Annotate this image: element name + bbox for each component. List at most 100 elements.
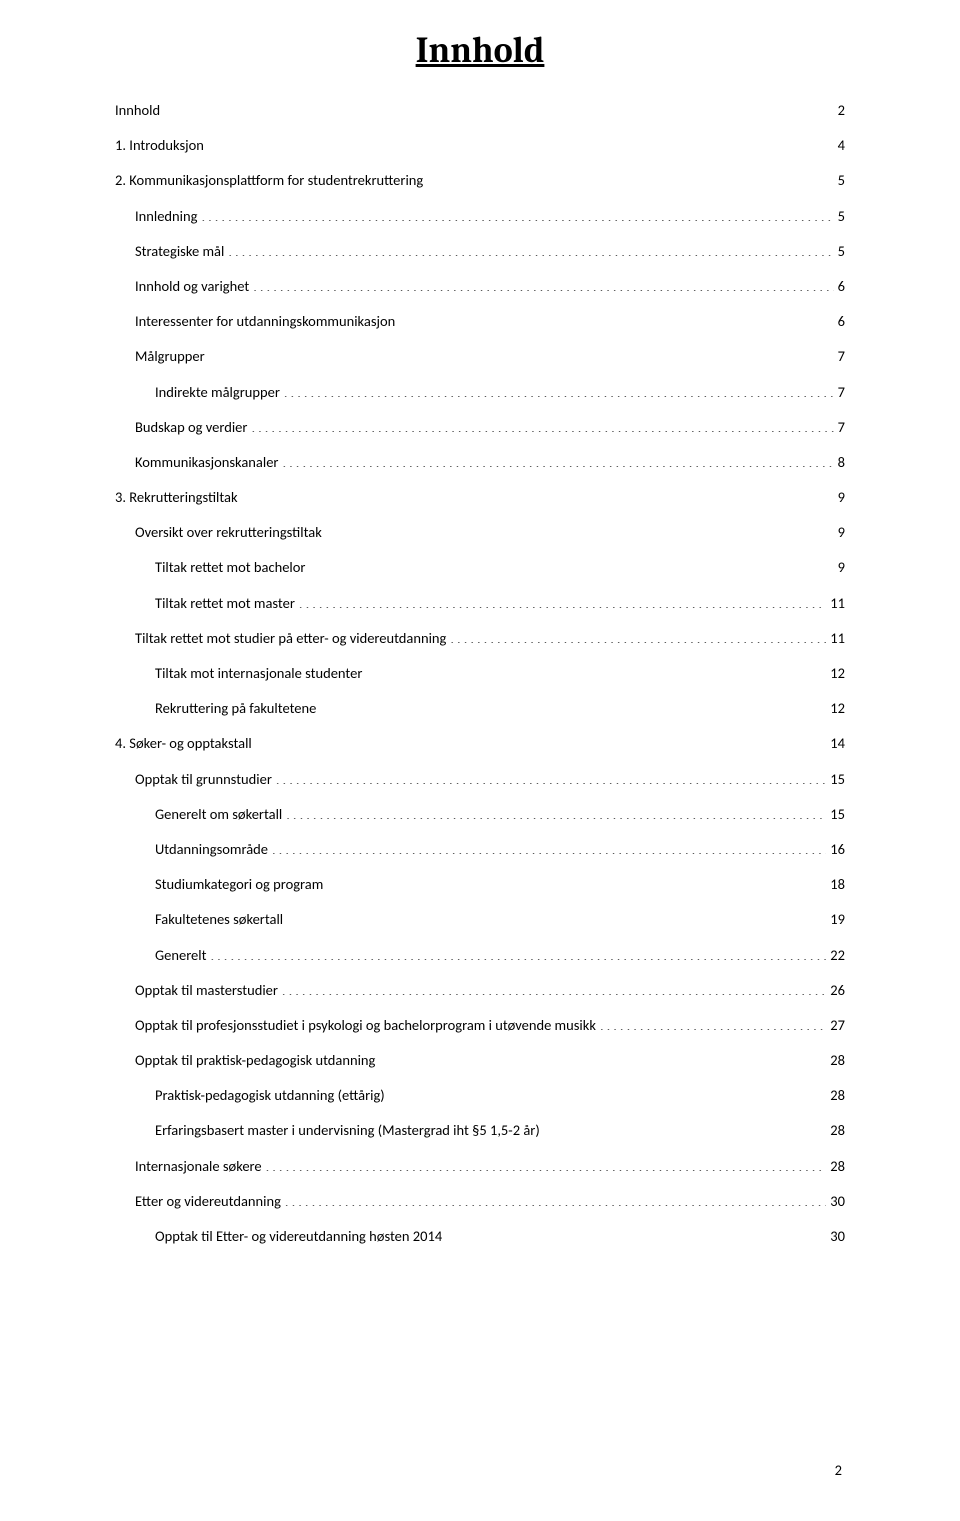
toc-entry-page: 2 [838,99,845,122]
toc-leader-dots [164,101,834,116]
toc-entry-label: Tiltak rettet mot master [155,592,295,615]
toc-leader-dots [282,452,833,467]
toc-entry-page: 28 [830,1084,845,1107]
toc-leader-dots [285,1191,826,1206]
toc-entry-page: 16 [830,838,845,861]
toc-leader-dots [286,804,826,819]
toc-leader-dots [427,171,833,186]
toc-row[interactable]: Tiltak rettet mot studier på etter- og v… [115,627,845,650]
toc-entry-page: 6 [838,275,845,298]
toc-leader-dots [379,1051,826,1066]
toc-row[interactable]: 3. Rekrutteringstiltak 9 [115,486,845,509]
toc-row[interactable]: Tiltak mot internasjonale studenter 12 [115,662,845,685]
toc-entry-page: 8 [838,451,845,474]
toc-entry-label: Opptak til grunnstudier [135,768,272,791]
toc-entry-label: Oversikt over rekrutteringstiltak [135,521,322,544]
toc-leader-dots [242,488,834,503]
toc-row[interactable]: Studiumkategori og program 18 [115,873,845,896]
toc-row[interactable]: Erfaringsbasert master i undervisning (M… [115,1119,845,1142]
toc-leader-dots [209,347,834,362]
toc-leader-dots [284,382,834,397]
toc-row[interactable]: Indirekte målgrupper 7 [115,381,845,404]
toc-entry-label: Utdanningsområde [155,838,268,861]
toc-row[interactable]: Etter og videreutdanning 30 [115,1190,845,1213]
toc-row[interactable]: Interessenter for utdanningskommunikasjo… [115,310,845,333]
toc-row[interactable]: Generelt om søkertall 15 [115,803,845,826]
page-number: 2 [835,1461,842,1479]
toc-leader-dots [299,593,826,608]
toc-leader-dots [282,980,826,995]
toc-row[interactable]: 1. Introduksjon 4 [115,134,845,157]
toc-leader-dots [253,276,833,291]
toc-entry-label: Tiltak mot internasjonale studenter [155,662,362,685]
toc-entry-label: Generelt om søkertall [155,803,282,826]
toc-row[interactable]: Strategiske mål 5 [115,240,845,263]
toc-leader-dots [544,1121,827,1136]
toc-entry-page: 9 [838,556,845,579]
toc-leader-dots [320,699,826,714]
toc-entry-page: 5 [838,240,845,263]
toc-row[interactable]: Kommunikasjonskanaler 8 [115,451,845,474]
toc-leader-dots [228,241,833,256]
toc-leader-dots [266,1156,827,1171]
toc-entry-label: Praktisk-pedagogisk utdanning (ettårig) [155,1084,385,1107]
toc-entry-page: 28 [830,1049,845,1072]
toc-row[interactable]: Opptak til profesjonsstudiet i psykologi… [115,1014,845,1037]
toc-row[interactable]: Oversikt over rekrutteringstiltak 9 [115,521,845,544]
toc-row[interactable]: Innhold 2 [115,99,845,122]
toc-entry-label: Innledning [135,205,197,228]
toc-entry-label: Rekruttering på fakultetene [155,697,316,720]
toc-entry-label: Tiltak rettet mot bachelor [155,556,305,579]
toc-row[interactable]: Målgrupper 7 [115,345,845,368]
toc-row[interactable]: 2. Kommunikasjonsplattform for studentre… [115,169,845,192]
toc-leader-dots [276,769,826,784]
toc-row[interactable]: Tiltak rettet mot bachelor 9 [115,556,845,579]
toc-entry-page: 4 [838,134,845,157]
toc-row[interactable]: Generelt 22 [115,944,845,967]
document-page: Innhold Innhold 2 1. Introduksjon 4 2. Kom… [0,0,960,1521]
toc-entry-page: 11 [830,592,845,615]
toc-row[interactable]: Opptak til praktisk-pedagogisk utdanning… [115,1049,845,1072]
toc-entry-page: 15 [830,803,845,826]
toc-leader-dots [208,136,834,151]
toc-leader-dots [366,664,826,679]
toc-entry-page: 7 [838,381,845,404]
toc-entry-label: Etter og videreutdanning [135,1190,281,1213]
toc-row[interactable]: Utdanningsområde 16 [115,838,845,861]
toc-entry-label: Opptak til Etter- og videreutdanning høs… [155,1225,442,1248]
toc-row[interactable]: Opptak til grunnstudier 15 [115,768,845,791]
toc-leader-dots [287,910,826,925]
toc-row[interactable]: Innledning 5 [115,205,845,228]
toc-entry-page: 7 [838,416,845,439]
toc-entry-page: 27 [830,1014,845,1037]
toc-entry-label: Erfaringsbasert master i undervisning (M… [155,1119,540,1142]
toc-leader-dots [272,839,826,854]
toc-leader-dots [600,1015,826,1030]
toc-row[interactable]: Praktisk-pedagogisk utdanning (ettårig) … [115,1084,845,1107]
toc-row[interactable]: Budskap og verdier 7 [115,416,845,439]
toc-leader-dots [210,945,826,960]
toc-leader-dots [256,734,827,749]
toc-entry-page: 7 [838,345,845,368]
toc-leader-dots [450,628,826,643]
toc-row[interactable]: Internasjonale søkere 28 [115,1155,845,1178]
toc-row[interactable]: Rekruttering på fakultetene 12 [115,697,845,720]
toc-row[interactable]: 4. Søker- og opptakstall 14 [115,732,845,755]
toc-entry-page: 15 [830,768,845,791]
toc-entry-page: 22 [830,944,845,967]
toc-entry-label: Innhold [115,99,160,122]
toc-row[interactable]: Opptak til masterstudier 26 [115,979,845,1002]
toc-row[interactable]: Tiltak rettet mot master 11 [115,592,845,615]
toc-entry-page: 30 [830,1190,845,1213]
toc-entry-label: Budskap og verdier [135,416,247,439]
toc-entry-page: 19 [830,908,845,931]
toc-entry-label: Interessenter for utdanningskommunikasjo… [135,310,395,333]
toc-entry-page: 14 [830,732,845,755]
toc-row[interactable]: Innhold og varighet 6 [115,275,845,298]
toc-entry-page: 30 [830,1225,845,1248]
toc-row[interactable]: Fakultetenes søkertall 19 [115,908,845,931]
toc-entry-label: Målgrupper [135,345,205,368]
toc-entry-label: Kommunikasjonskanaler [135,451,278,474]
toc-row[interactable]: Opptak til Etter- og videreutdanning høs… [115,1225,845,1248]
toc-entry-label: Innhold og varighet [135,275,249,298]
